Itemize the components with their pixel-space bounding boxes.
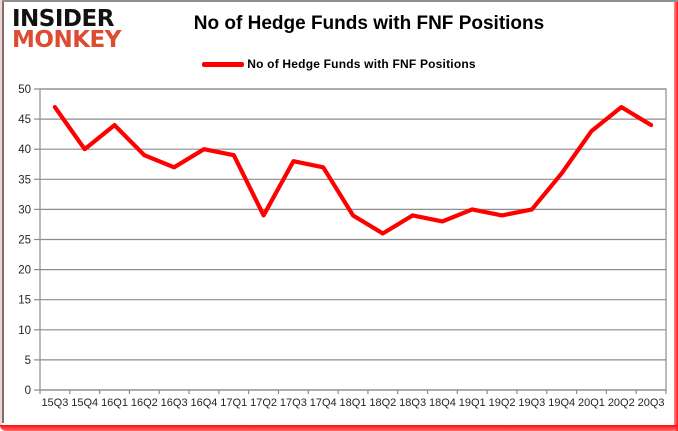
logo-text-monkey: MONKEY — [12, 27, 121, 53]
y-tick-label: 30 — [18, 204, 31, 216]
chart-title: No of Hedge Funds with FNF Positions — [193, 13, 545, 34]
x-tick-label: 19Q3 — [518, 397, 545, 409]
series-line — [52, 104, 654, 236]
y-tick-label: 20 — [18, 265, 31, 277]
x-tick-label: 17Q2 — [250, 397, 277, 409]
x-tick-label: 17Q4 — [310, 397, 337, 409]
y-tick-label: 5 — [25, 355, 31, 367]
x-tick-label: 16Q2 — [131, 397, 158, 409]
frame-border-left-outer — [0, 0, 2, 427]
x-tick-label: 16Q3 — [161, 397, 188, 409]
legend: No of Hedge Funds with FNF Positions — [0, 57, 678, 71]
y-tick-label: 15 — [18, 295, 31, 307]
y-tick-label: 50 — [18, 84, 31, 96]
frame-border-right — [674, 2, 678, 431]
x-tick-label: 20Q3 — [638, 397, 665, 409]
x-tick-label: 19Q1 — [459, 397, 486, 409]
x-tick-label: 15Q4 — [71, 397, 98, 409]
y-tick-label: 10 — [18, 325, 31, 337]
legend-label: No of Hedge Funds with FNF Positions — [247, 57, 476, 71]
x-tick-label: 18Q3 — [399, 397, 426, 409]
x-tick-label: 15Q3 — [41, 397, 68, 409]
y-tick-label: 40 — [18, 144, 31, 156]
frame-border-top — [0, 0, 678, 2]
x-tick-label: 18Q4 — [429, 397, 456, 409]
x-tick-label: 18Q2 — [369, 397, 396, 409]
x-tick-label: 20Q1 — [578, 397, 605, 409]
y-tick-label: 45 — [18, 114, 31, 126]
x-tick-label: 19Q2 — [489, 397, 516, 409]
x-tick-label: 18Q1 — [340, 397, 367, 409]
logo-text-insider: INSIDER — [12, 6, 114, 32]
y-tick-label: 25 — [18, 235, 31, 247]
frame-border-bottom — [0, 425, 678, 431]
x-tick-label: 19Q4 — [548, 397, 575, 409]
legend-line-marker — [202, 61, 245, 67]
y-tick-label: 35 — [18, 174, 31, 186]
plot-border — [39, 88, 667, 391]
frame-border-left-inner — [2, 2, 4, 423]
x-tick-label: 17Q1 — [220, 397, 247, 409]
insider-monkey-logo: INSIDER MONKEY — [12, 6, 121, 53]
x-tick-label: 16Q4 — [190, 397, 217, 409]
x-tick-label: 20Q2 — [608, 397, 635, 409]
y-tick-label: 0 — [25, 385, 31, 397]
x-tick-label: 17Q3 — [280, 397, 307, 409]
x-tick-label: 16Q1 — [101, 397, 128, 409]
